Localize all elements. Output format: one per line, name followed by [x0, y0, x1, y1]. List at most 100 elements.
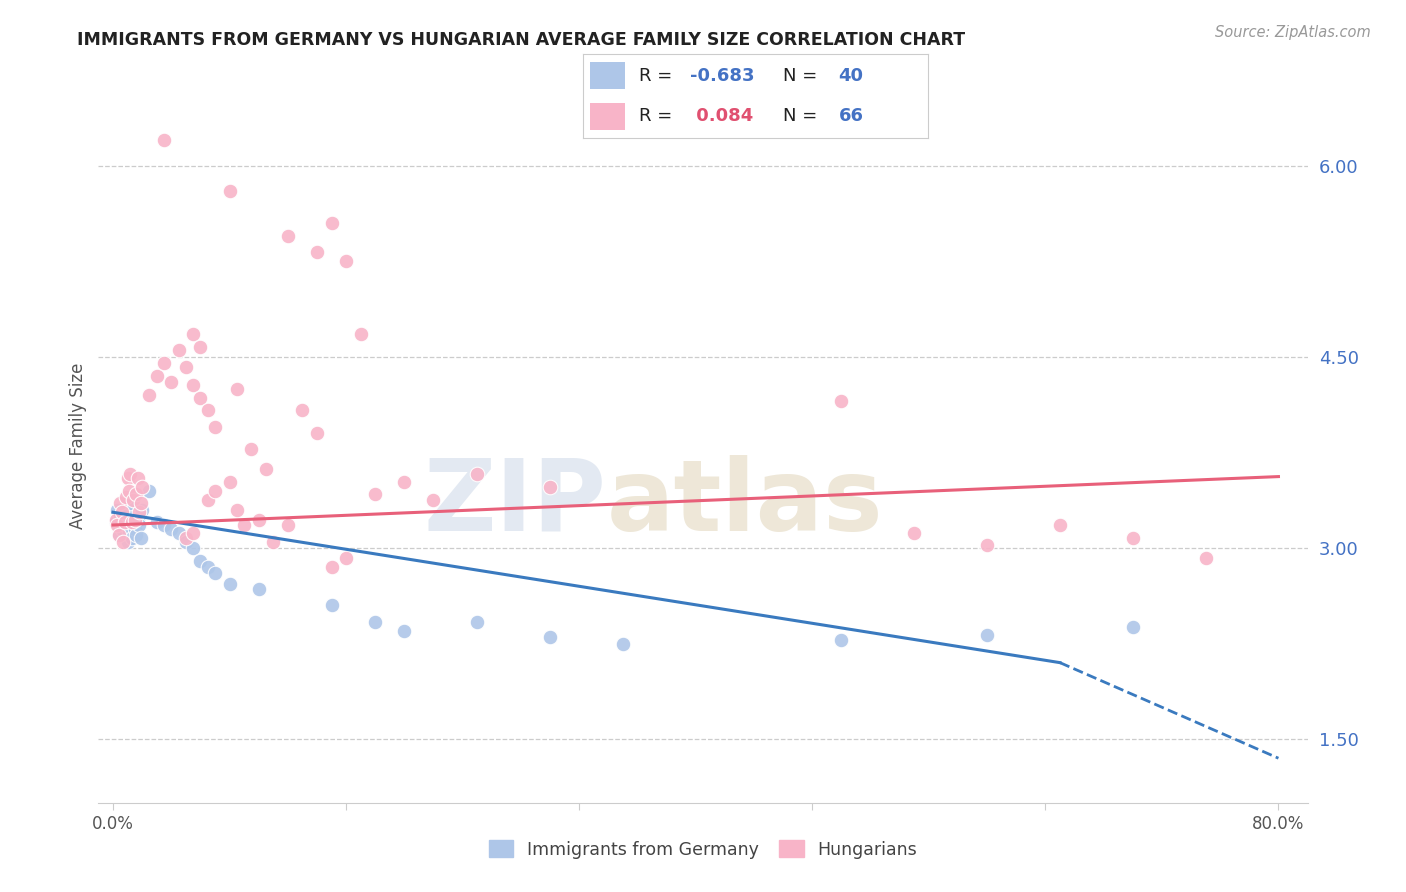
Bar: [591, 103, 624, 130]
Bar: [591, 62, 624, 89]
Point: [305, 245, 328, 260]
Legend: Immigrants from Germany, Hungarians: Immigrants from Germany, Hungarians: [482, 833, 924, 865]
Point: [104, 516, 127, 530]
Point: [160, 376, 183, 390]
Point: [240, 442, 263, 456]
Point: [174, 359, 197, 374]
Point: [153, 356, 176, 370]
Point: [121, 531, 143, 545]
Point: [197, 560, 219, 574]
Point: [277, 228, 299, 243]
Point: [127, 513, 149, 527]
Point: [153, 133, 176, 147]
Text: 40: 40: [838, 67, 863, 85]
Text: R =: R =: [638, 67, 678, 85]
Point: [1122, 531, 1144, 545]
Text: atlas: atlas: [606, 455, 883, 551]
Point: [128, 518, 150, 533]
Point: [129, 496, 152, 510]
Point: [112, 534, 135, 549]
Point: [225, 382, 247, 396]
Point: [394, 475, 416, 489]
Point: [167, 343, 190, 358]
Point: [335, 551, 357, 566]
Point: [277, 518, 299, 533]
Point: [247, 513, 270, 527]
Point: [394, 624, 416, 638]
Point: [218, 576, 240, 591]
Point: [115, 490, 138, 504]
Point: [111, 505, 134, 519]
Point: [108, 528, 131, 542]
Y-axis label: Average Family Size: Average Family Size: [69, 363, 87, 529]
Point: [131, 502, 153, 516]
Point: [181, 377, 204, 392]
Point: [104, 513, 127, 527]
Point: [422, 492, 444, 507]
Point: [321, 216, 343, 230]
Point: [138, 483, 160, 498]
Point: [181, 326, 204, 341]
Point: [1122, 620, 1144, 634]
Point: [903, 525, 925, 540]
Point: [118, 483, 141, 498]
Point: [225, 502, 247, 516]
Text: R =: R =: [638, 107, 678, 125]
Point: [218, 184, 240, 198]
Point: [204, 420, 226, 434]
Text: IMMIGRANTS FROM GERMANY VS HUNGARIAN AVERAGE FAMILY SIZE CORRELATION CHART: IMMIGRANTS FROM GERMANY VS HUNGARIAN AVE…: [77, 31, 966, 49]
Point: [128, 505, 150, 519]
Text: Source: ZipAtlas.com: Source: ZipAtlas.com: [1215, 25, 1371, 40]
Point: [108, 528, 131, 542]
Point: [321, 560, 343, 574]
Point: [122, 516, 145, 530]
Point: [110, 496, 132, 510]
Point: [465, 467, 488, 481]
Point: [124, 513, 146, 527]
Point: [612, 636, 634, 650]
Point: [117, 471, 139, 485]
Point: [247, 582, 270, 596]
Point: [160, 522, 183, 536]
Point: [321, 599, 343, 613]
Point: [204, 483, 226, 498]
Point: [105, 518, 128, 533]
Point: [127, 471, 149, 485]
Point: [174, 531, 197, 545]
Point: [976, 627, 998, 641]
Point: [131, 480, 153, 494]
Point: [117, 534, 139, 549]
Text: ZIP: ZIP: [423, 455, 606, 551]
Point: [121, 516, 143, 530]
Point: [254, 462, 277, 476]
Point: [181, 541, 204, 555]
Point: [115, 505, 138, 519]
Point: [830, 394, 852, 409]
Point: [120, 496, 142, 510]
Point: [190, 391, 212, 405]
Point: [125, 528, 148, 542]
Point: [153, 518, 176, 533]
Point: [125, 487, 148, 501]
Point: [129, 531, 152, 545]
Point: [167, 525, 190, 540]
Point: [305, 426, 328, 441]
Point: [118, 525, 141, 540]
Text: -0.683: -0.683: [690, 67, 755, 85]
Point: [190, 554, 212, 568]
Point: [204, 566, 226, 581]
Point: [114, 516, 136, 530]
Point: [291, 403, 314, 417]
Point: [114, 518, 136, 533]
Point: [197, 403, 219, 417]
Text: N =: N =: [783, 67, 824, 85]
Point: [1194, 551, 1216, 566]
Text: 0.084: 0.084: [690, 107, 754, 125]
Point: [190, 340, 212, 354]
Point: [145, 368, 167, 383]
Point: [1049, 518, 1071, 533]
Point: [262, 534, 284, 549]
Point: [111, 522, 134, 536]
Point: [350, 326, 373, 341]
Point: [364, 487, 387, 501]
